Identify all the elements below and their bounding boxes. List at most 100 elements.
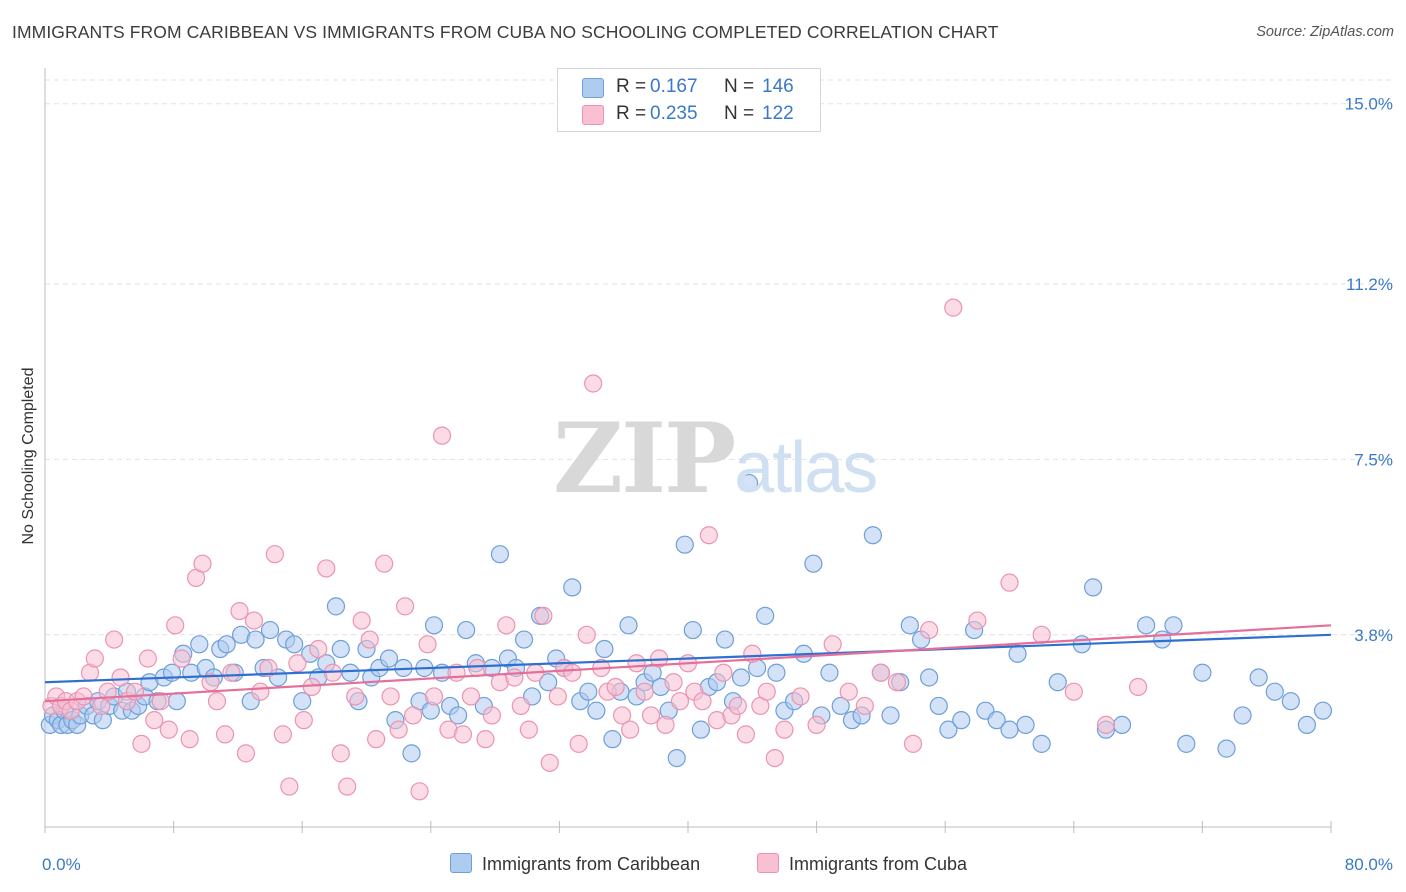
point-cuba xyxy=(259,658,278,678)
point-cuba xyxy=(823,635,842,654)
point-caribbean xyxy=(1048,673,1067,692)
point-cuba xyxy=(612,706,632,725)
point-cuba xyxy=(736,725,755,744)
point-caribbean xyxy=(683,620,702,640)
point-caribbean xyxy=(1177,734,1196,753)
point-cuba xyxy=(273,725,293,744)
bottom-legend-swatch-caribbean xyxy=(450,853,472,873)
point-cuba xyxy=(317,559,336,578)
legend-n-label: N = xyxy=(724,76,755,97)
point-caribbean xyxy=(293,692,312,711)
point-cuba xyxy=(765,748,784,768)
point-cuba xyxy=(352,611,371,630)
point-cuba xyxy=(903,734,923,753)
point-caribbean xyxy=(820,663,839,682)
point-cuba xyxy=(389,720,408,739)
point-cuba xyxy=(855,696,874,716)
point-cuba xyxy=(432,426,452,445)
point-cuba xyxy=(887,673,907,692)
point-cuba xyxy=(461,687,481,706)
point-caribbean xyxy=(1137,616,1156,635)
point-cuba xyxy=(180,730,199,749)
bottom-legend-label-caribbean: Immigrants from Caribbean xyxy=(482,854,701,874)
point-cuba xyxy=(424,687,444,706)
point-cuba xyxy=(1128,677,1148,697)
point-cuba xyxy=(839,682,858,701)
point-caribbean xyxy=(587,701,606,720)
point-caribbean xyxy=(619,616,638,635)
legend-n-value: 122 xyxy=(762,103,794,124)
point-caribbean xyxy=(929,696,948,716)
point-caribbean xyxy=(939,720,958,739)
point-cuba xyxy=(534,606,553,625)
point-caribbean xyxy=(667,748,686,768)
point-cuba xyxy=(125,682,145,701)
point-cuba xyxy=(476,730,495,749)
point-cuba xyxy=(944,298,963,317)
point-cuba xyxy=(563,663,582,682)
point-caribbean xyxy=(731,668,751,687)
point-caribbean xyxy=(1000,720,1019,739)
point-cuba xyxy=(280,777,299,796)
point-caribbean xyxy=(457,620,476,640)
point-caribbean xyxy=(595,639,614,659)
y-tick-label: 7.5% xyxy=(1354,450,1393,469)
y-tick-label: 3.8% xyxy=(1354,626,1393,645)
trendline-cuba xyxy=(44,624,1332,703)
point-cuba xyxy=(664,673,683,692)
point-caribbean xyxy=(675,535,694,554)
legend-row-caribbean: R = 0.167 N = 146 xyxy=(558,74,820,100)
point-cuba xyxy=(468,658,487,678)
point-cuba xyxy=(1032,625,1051,644)
point-cuba xyxy=(367,730,386,749)
point-caribbean xyxy=(285,635,304,654)
point-cuba xyxy=(288,654,307,673)
watermark-zip: ZIP xyxy=(553,402,736,515)
point-caribbean xyxy=(167,692,186,711)
point-cuba xyxy=(1096,715,1116,735)
point-cuba xyxy=(728,696,747,716)
watermark: ZIPatlas xyxy=(553,402,878,515)
point-cuba xyxy=(360,630,379,649)
point-caribbean xyxy=(603,730,622,749)
bottom-legend-caribbean: Immigrants from Caribbean xyxy=(450,853,700,875)
point-caribbean xyxy=(1313,701,1333,720)
point-caribbean xyxy=(1297,715,1316,735)
point-cuba xyxy=(714,663,733,682)
point-cuba xyxy=(693,692,712,711)
point-caribbean xyxy=(1008,644,1027,663)
trendline-caribbean xyxy=(44,633,1332,684)
point-cuba xyxy=(968,611,987,630)
point-caribbean xyxy=(424,616,444,635)
point-caribbean xyxy=(1083,578,1103,597)
point-cuba xyxy=(381,687,400,706)
point-cuba xyxy=(641,706,661,725)
point-cuba xyxy=(98,682,117,701)
point-caribbean xyxy=(217,635,236,654)
legend-swatch-caribbean xyxy=(582,78,604,98)
point-cuba xyxy=(699,526,718,545)
point-cuba xyxy=(871,663,891,682)
legend-row-cuba: R = 0.235 N = 122 xyxy=(558,101,820,127)
point-cuba xyxy=(74,687,93,706)
point-cuba xyxy=(920,620,939,640)
point-caribbean xyxy=(1233,706,1252,725)
point-cuba xyxy=(294,711,313,730)
x-tick-label-max: 80.0% xyxy=(1345,855,1393,874)
legend-r-label: R = xyxy=(616,103,647,124)
point-caribbean xyxy=(490,545,510,564)
point-cuba xyxy=(265,545,284,564)
point-caribbean xyxy=(190,635,209,654)
point-cuba xyxy=(511,696,530,716)
point-cuba xyxy=(132,734,151,753)
point-cuba xyxy=(791,687,810,706)
point-caribbean xyxy=(341,663,360,682)
point-caribbean xyxy=(379,649,399,668)
x-tick-label-min: 0.0% xyxy=(42,855,81,874)
legend-n-value: 146 xyxy=(762,76,794,97)
point-cuba xyxy=(346,687,365,706)
y-tick-label: 15.0% xyxy=(1345,95,1393,114)
point-caribbean xyxy=(514,630,534,649)
point-cuba xyxy=(309,639,328,659)
